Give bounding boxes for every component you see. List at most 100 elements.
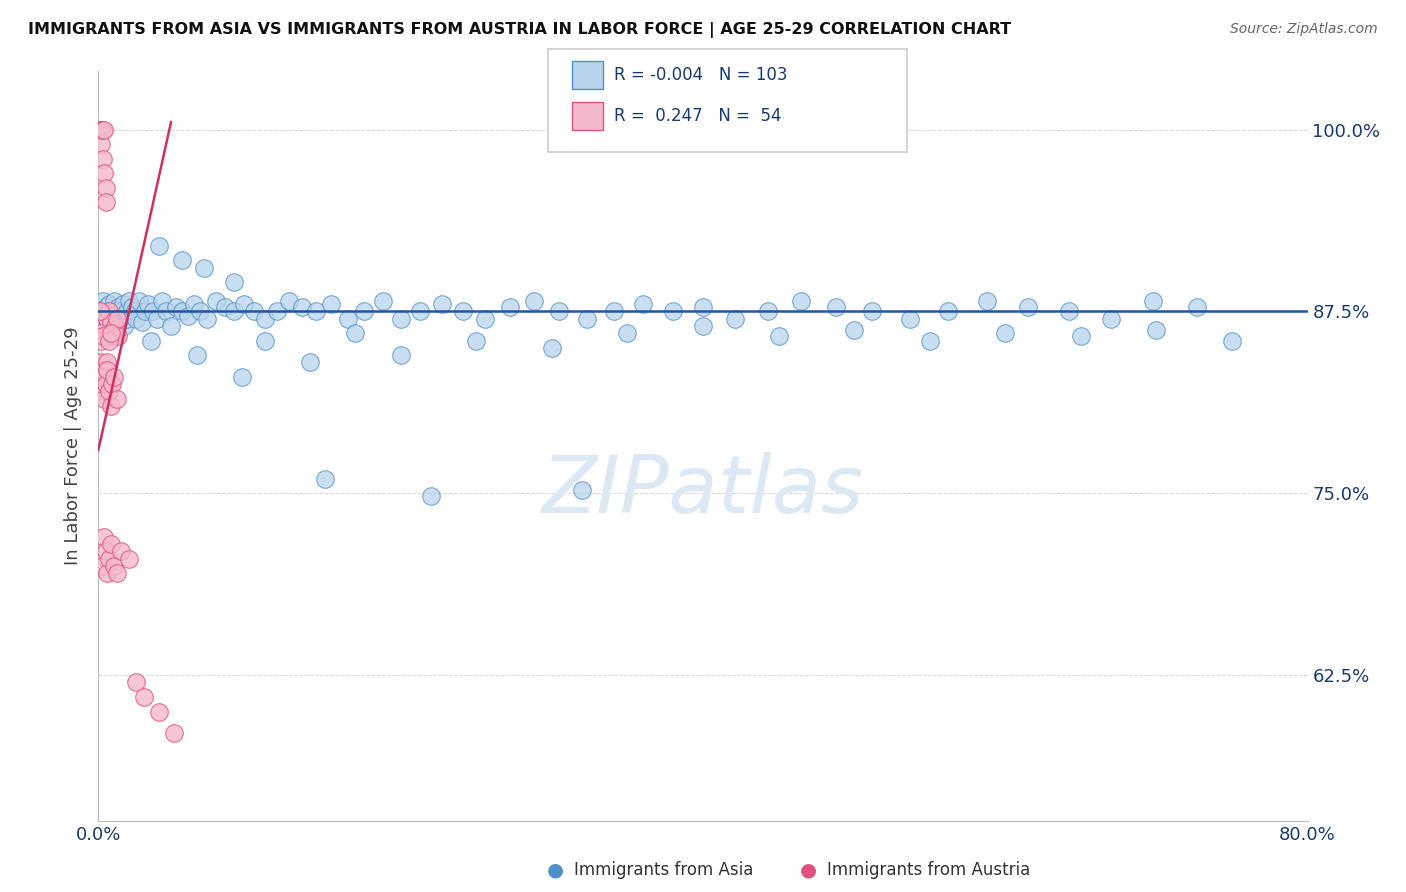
Point: [110, 304, 132, 318]
Text: Immigrants from Austria: Immigrants from Austria: [827, 861, 1031, 879]
Point: [724, 311, 747, 326]
Point: [142, 304, 165, 318]
Point: [93, 166, 115, 180]
Point: [224, 304, 246, 318]
Point: [898, 311, 921, 326]
Point: [112, 318, 135, 333]
Point: [160, 318, 183, 333]
Point: [89, 304, 111, 318]
Point: [93, 530, 115, 544]
Text: ●: ●: [547, 860, 564, 880]
Y-axis label: In Labor Force | Age 25-29: In Labor Force | Age 25-29: [63, 326, 82, 566]
Point: [131, 315, 153, 329]
Point: [214, 300, 236, 314]
Point: [1099, 311, 1122, 326]
Point: [94, 377, 117, 392]
Point: [692, 300, 714, 314]
Point: [98, 297, 121, 311]
Point: [96, 362, 118, 376]
Point: [994, 326, 1017, 341]
Point: [103, 294, 125, 309]
Point: [132, 690, 155, 704]
Point: [183, 297, 205, 311]
Point: [1142, 294, 1164, 309]
Point: [314, 472, 336, 486]
Point: [98, 551, 121, 566]
Point: [336, 311, 359, 326]
Point: [103, 323, 125, 337]
Point: [603, 304, 626, 318]
Point: [105, 566, 128, 581]
Point: [121, 300, 143, 314]
Point: [89, 122, 111, 136]
Point: [344, 326, 367, 341]
Point: [90, 304, 112, 318]
Point: [94, 195, 117, 210]
Point: [1017, 300, 1039, 314]
Point: [231, 370, 253, 384]
Point: [631, 297, 654, 311]
Point: [111, 297, 134, 311]
Point: [94, 377, 117, 392]
Point: [93, 362, 115, 376]
Point: [1144, 323, 1167, 337]
Point: [148, 239, 170, 253]
Point: [107, 329, 129, 343]
Point: [176, 309, 198, 323]
Point: [98, 334, 121, 348]
Text: ZIPatlas: ZIPatlas: [541, 452, 865, 530]
Point: [91, 294, 114, 309]
Point: [90, 122, 112, 136]
Point: [100, 315, 122, 329]
Point: [90, 334, 112, 348]
Text: Immigrants from Asia: Immigrants from Asia: [574, 861, 754, 879]
Point: [90, 384, 112, 399]
Point: [195, 311, 218, 326]
Point: [661, 304, 683, 318]
Point: [101, 311, 124, 326]
Point: [103, 370, 125, 384]
Point: [104, 318, 127, 333]
Point: [101, 377, 124, 392]
Point: [430, 297, 453, 311]
Point: [165, 300, 187, 314]
Point: [186, 348, 208, 362]
Point: [128, 294, 150, 309]
Point: [93, 311, 115, 326]
Point: [224, 276, 246, 290]
Point: [420, 489, 443, 503]
Point: [243, 304, 266, 318]
Point: [89, 326, 111, 341]
Point: [91, 370, 114, 384]
Point: [96, 311, 118, 326]
Point: [94, 180, 117, 194]
Point: [148, 705, 170, 719]
Point: [353, 304, 375, 318]
Point: [737, 122, 759, 136]
Point: [253, 311, 276, 326]
Point: [100, 399, 122, 413]
Point: [571, 483, 593, 498]
Point: [101, 329, 124, 343]
Point: [756, 304, 779, 318]
Point: [575, 311, 598, 326]
Point: [389, 311, 412, 326]
Point: [100, 537, 122, 551]
Point: [107, 300, 129, 314]
Point: [389, 348, 412, 362]
Point: [409, 304, 432, 318]
Point: [90, 355, 112, 369]
Point: [616, 326, 638, 341]
Point: [825, 300, 848, 314]
Point: [266, 304, 288, 318]
Point: [277, 294, 299, 309]
Point: [523, 294, 546, 309]
Point: [90, 137, 112, 152]
Point: [193, 260, 215, 275]
Point: [118, 294, 141, 309]
Point: [163, 726, 186, 740]
Point: [321, 297, 343, 311]
Point: [146, 311, 169, 326]
Point: [188, 304, 211, 318]
Point: [205, 294, 228, 309]
